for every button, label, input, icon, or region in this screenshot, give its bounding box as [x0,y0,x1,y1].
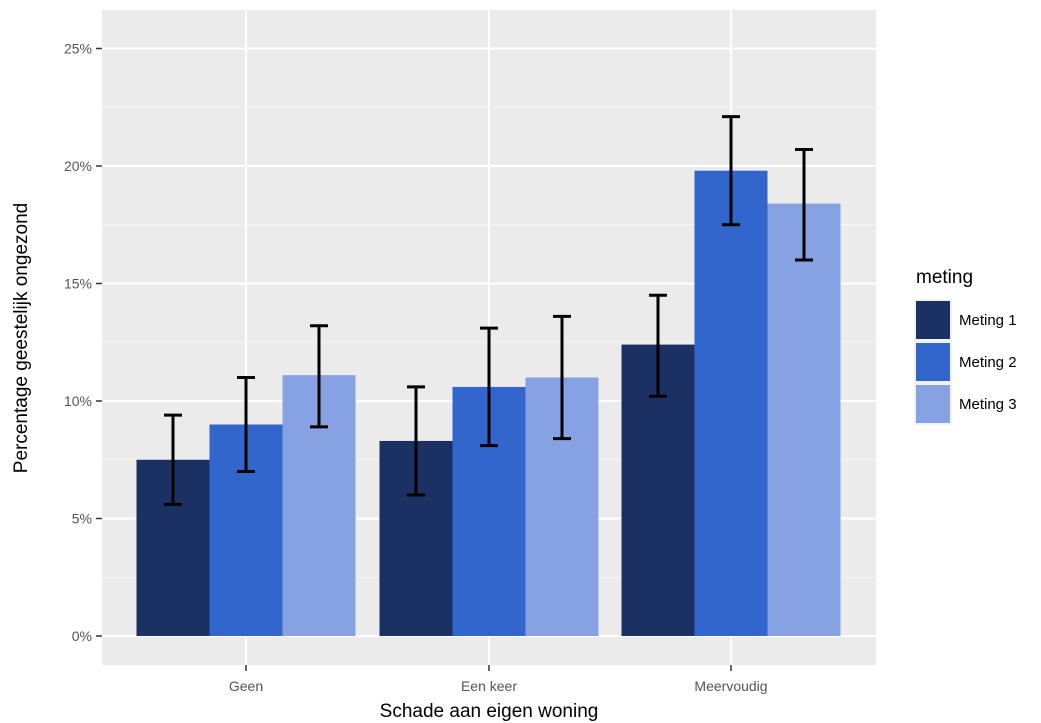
legend-label: Meting 3 [959,396,1017,413]
y-tick-label: 0% [72,628,92,644]
y-tick-label: 20% [64,158,92,174]
bars [136,170,841,636]
bar [694,170,768,636]
x-axis: Geen Een keer Meervoudig [229,665,768,694]
legend-label: Meting 2 [959,354,1017,371]
y-tick-label: 25% [64,41,92,57]
legend-items: Meting 1 Meting 2 Meting 3 [914,299,1017,425]
legend-swatch [916,301,950,339]
y-axis: 0% 5% 10% 15% 20% 25% [64,41,102,644]
legend-swatch [916,343,950,381]
x-tick-label: Geen [229,678,263,694]
x-tick-label: Een keer [461,678,517,694]
legend-title: meting [916,267,973,288]
legend: meting Meting 1 Meting 2 Meting 3 [914,267,1017,425]
error-bars [164,115,813,506]
y-axis-title: Percentage geestelijk ongezond [11,203,32,473]
y-tick-label: 15% [64,276,92,292]
x-tick-label: Meervoudig [694,678,767,694]
x-axis-title: Schade aan eigen woning [380,701,599,722]
legend-swatch [916,385,950,423]
y-tick-label: 5% [72,511,92,527]
bar [767,203,841,636]
y-tick-label: 10% [64,393,92,409]
legend-label: Meting 1 [959,312,1017,329]
